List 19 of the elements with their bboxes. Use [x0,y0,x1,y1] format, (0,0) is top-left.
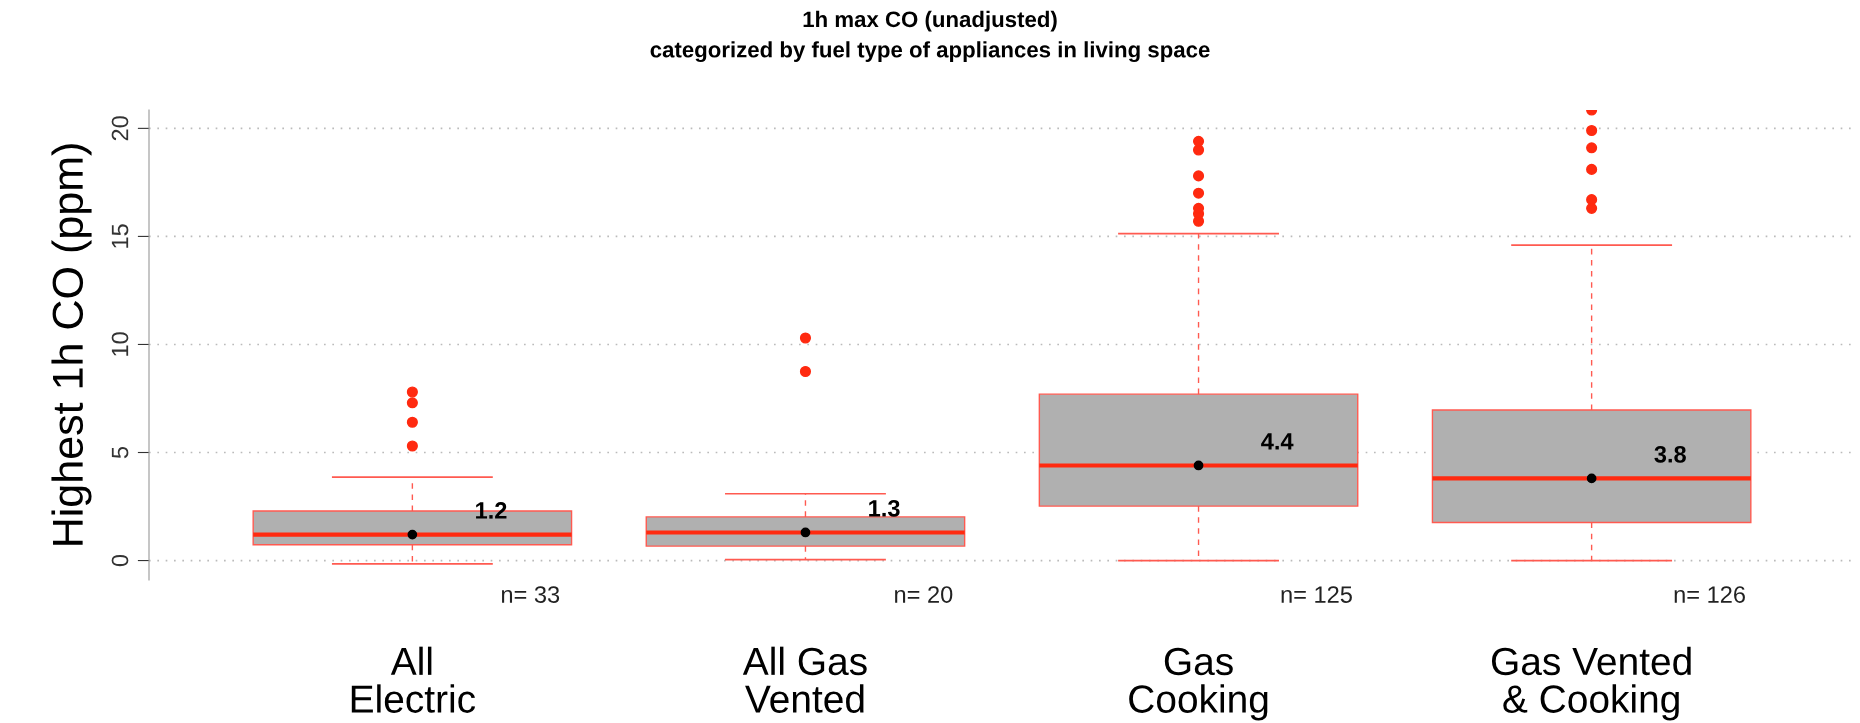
x-tick-label: All Electric [351,646,476,713]
annotation: 1.2 [476,502,507,519]
text: n= 33 [501,586,560,603]
text: n= 125 [1281,586,1352,603]
annotation: 3.8 [1654,445,1686,463]
annotation: 4.4 [1261,433,1294,450]
text: n= 20 [895,586,953,603]
y-axis-title: Highest 1h CO (ppm) [51,144,92,545]
y-tick-label: 5 [111,446,129,459]
y-tick-label: 0 [111,554,129,567]
x-tick-label: Gas Cooking [1129,647,1268,721]
text: n= 126 [1674,586,1745,603]
y-tick-label: 15 [111,224,129,248]
x-tick-label: All Gas Vented [742,646,867,713]
annotation: 1.3 [869,499,900,517]
chart-title: 1h max CO (unadjusted) categorized by fuel type of appliances in living space [650,10,1210,63]
y-tick-label: 10 [111,332,129,356]
x-tick-label: Gas Vented & Cooking [1491,646,1691,721]
y-tick-label: 20 [111,116,129,141]
